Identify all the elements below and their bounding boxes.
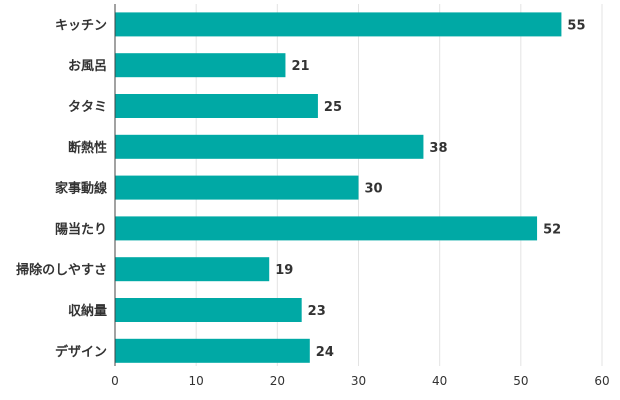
category-label: デザイン (55, 344, 107, 360)
category-label: 収納量 (68, 303, 107, 319)
x-tick-label: 0 (111, 374, 119, 388)
value-label: 55 (567, 18, 585, 33)
x-tick-label: 50 (513, 374, 528, 388)
value-label: 23 (308, 304, 326, 319)
value-label: 24 (316, 345, 334, 360)
bar (115, 298, 302, 322)
x-axis-tick-labels: 0 10 20 30 40 50 60 (111, 374, 609, 388)
bar (115, 338, 310, 363)
bar (115, 134, 424, 159)
bars (115, 12, 562, 363)
category-label: 陽当たり (55, 221, 107, 237)
x-tick-label: 10 (189, 374, 204, 388)
value-label: 21 (291, 59, 309, 74)
x-tick-label: 60 (594, 374, 609, 388)
bar (115, 216, 538, 241)
bar (115, 94, 318, 118)
value-label: 25 (324, 100, 342, 115)
category-label: お風呂 (68, 59, 107, 74)
bar (115, 257, 270, 282)
bar (115, 175, 359, 200)
value-labels: 55 21 25 38 30 52 19 23 24 (275, 18, 585, 359)
x-tick-label: 30 (351, 374, 366, 388)
bar (115, 53, 286, 78)
x-tick-label: 40 (432, 374, 447, 388)
category-label: 掃除のしやすさ (16, 262, 107, 278)
category-label: 家事動線 (55, 181, 108, 197)
category-label: 断熱性 (68, 140, 107, 156)
category-label: キッチン (55, 18, 107, 33)
category-label: タタミ (68, 100, 107, 115)
value-label: 19 (275, 263, 293, 278)
bar (115, 12, 562, 37)
value-label: 52 (543, 222, 561, 237)
value-label: 38 (429, 141, 447, 156)
x-tick-label: 20 (270, 374, 285, 388)
value-label: 30 (365, 182, 383, 197)
